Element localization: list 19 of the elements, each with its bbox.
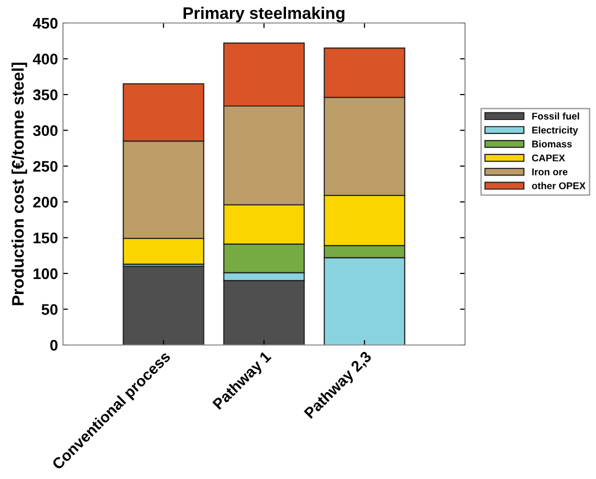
bar — [122, 266, 204, 345]
y-tick-label: 400 — [32, 54, 58, 64]
y-tick-label: 200 — [33, 196, 58, 208]
legend-label: Fossil fuel — [532, 112, 580, 120]
y-tick-label: 250 — [33, 160, 58, 172]
legend-label: CAPEX — [532, 154, 566, 162]
chart-title: Primary steelmaking — [184, 6, 344, 22]
y-tick-label: 450 — [32, 18, 58, 29]
legend-label: Electricity — [532, 126, 578, 136]
legend-label: Iron ore — [532, 168, 568, 176]
y-tick-label: 50 — [42, 304, 58, 315]
y-tick-label: 0 — [50, 340, 58, 351]
y-tick-label: 150 — [34, 232, 58, 244]
y-tick-label: 350 — [33, 89, 58, 100]
legend-label: Biomass — [532, 140, 572, 148]
y-axis-title: Production cost [€/tonne steel] — [12, 62, 28, 306]
y-tick-label: 300 — [33, 125, 58, 136]
y-tick-label: 100 — [34, 268, 58, 280]
legend-label: other OPEX — [532, 182, 586, 190]
